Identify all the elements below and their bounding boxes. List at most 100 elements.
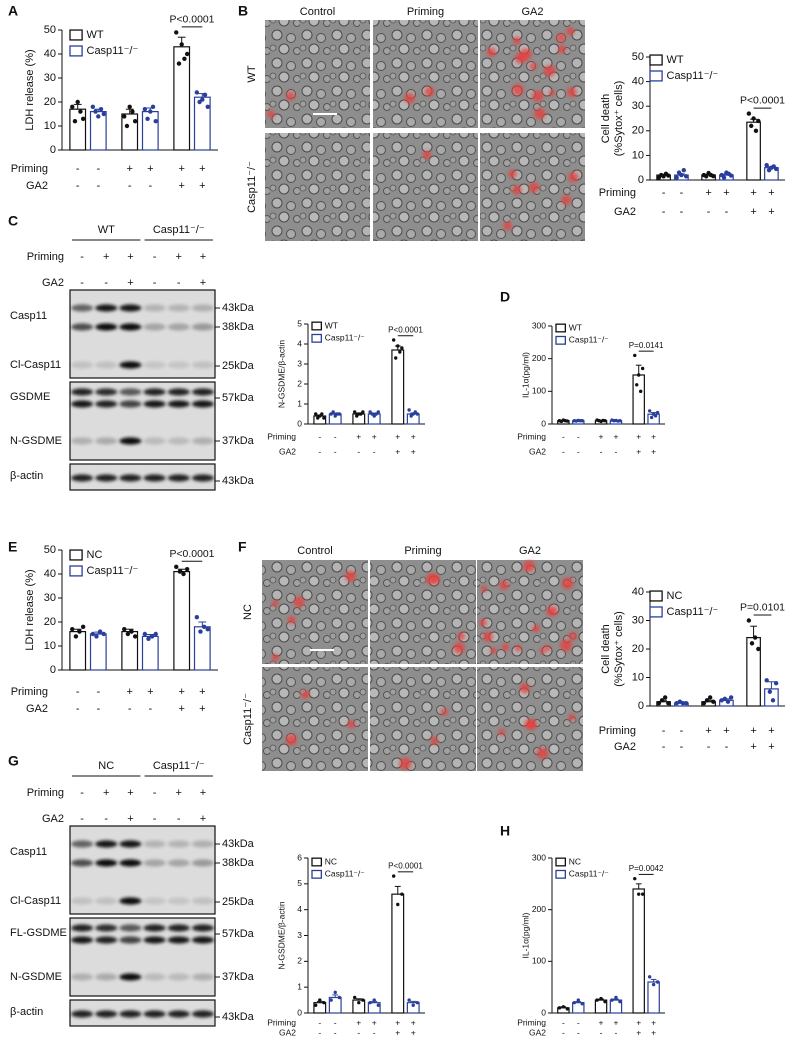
y-tick-label: 5 [297,878,302,888]
blot-band [191,897,214,905]
sytox-stain [512,84,524,96]
condition-label: + [723,725,729,737]
y-tick-label: 50 [44,544,56,556]
data-point [749,641,755,646]
condition-label: - [662,206,666,218]
sytox-stain [548,89,555,97]
data-point [80,116,86,122]
condition-label: + [411,446,416,456]
y-tick-label: 200 [532,353,546,363]
blot-band [119,388,142,396]
data-point [618,419,622,423]
data-point [662,695,668,700]
legend-swatch [555,869,567,879]
data-point [122,114,127,119]
marker-label: 57kDa [222,928,255,940]
condition-name: GA2 [26,703,48,715]
y-tick-label: 0 [638,174,644,186]
sytox-stain [561,577,574,590]
sytox-stain [430,736,439,745]
panel-label: C [8,213,18,229]
data-point [610,998,614,1002]
sytox-stain [404,92,415,104]
sytox-stain [566,87,577,98]
data-point [656,700,662,706]
sytox-stain [527,720,537,730]
condition-label: - [577,1027,580,1037]
condition-label: + [636,1027,641,1037]
data-point [145,116,150,122]
y-axis-label: Cell death [600,94,612,144]
blot-band [95,859,118,867]
condition-label: + [127,813,133,825]
data-point [194,615,200,620]
significance-label: P<0.0001 [170,15,215,26]
micrograph-row-label: Casp11⁻/⁻ [246,161,258,213]
condition-label: - [153,813,157,825]
micrograph-column-label: GA2 [521,6,543,18]
blot-band [71,437,94,445]
sytox-stain [424,86,435,97]
blot-band [143,304,166,312]
blot-group-label: Casp11⁻/⁻ [153,224,205,236]
blot-band [167,400,190,408]
legend-swatch [69,565,83,577]
y-tick-label: 1 [297,981,302,991]
legend-label: Casp11⁻/⁻ [569,869,610,879]
condition-name: Priming [27,787,64,799]
data-point [557,1006,562,1010]
condition-label: + [395,446,400,456]
condition-label: - [662,725,666,737]
condition-label: - [562,1027,565,1037]
legend-label: WT [569,322,582,332]
blot-group-label: WT [98,224,115,236]
legend-swatch [555,335,567,345]
condition-name: GA2 [279,446,296,456]
condition-label: + [768,741,774,753]
condition-label: - [76,180,80,192]
blot-band [143,924,166,932]
data-point [142,631,148,637]
condition-label: + [651,431,656,441]
data-point [125,631,131,637]
micrograph-column-label: Control [300,6,335,18]
blot-band [71,859,94,867]
sytox-stain [422,150,432,160]
sytox-stain [532,90,544,102]
panel-label: D [500,289,510,305]
condition-name: GA2 [26,180,48,192]
sytox-stain [287,615,296,625]
condition-name: GA2 [529,446,546,456]
y-tick-label: 40 [44,568,56,580]
bar [89,633,107,671]
condition-label: + [147,686,153,698]
legend-swatch [649,70,663,82]
condition-label: + [636,1017,641,1027]
y-tick-label: 10 [44,120,56,132]
blot-band [71,897,94,905]
panel-label: H [500,823,510,839]
data-point [90,104,96,110]
sytox-stain [561,195,572,205]
condition-label: - [96,180,100,192]
data-point [666,700,671,706]
y-tick-label: 2 [297,378,302,388]
data-point [376,410,381,414]
y-tick-label: 4 [297,338,302,348]
blot-band [71,474,94,482]
data-point [70,104,75,110]
micrograph [370,667,476,771]
condition-label: - [153,251,157,263]
data-point [174,564,179,569]
condition-label: + [372,1017,377,1027]
data-point [129,629,134,634]
sytox-stain [536,747,549,759]
micrograph [265,133,370,241]
blot-band [191,437,214,445]
y-tick-label: 20 [632,125,644,137]
bar [632,374,645,425]
data-point [725,699,731,704]
legend-swatch [311,857,323,867]
blot-band [119,936,142,944]
